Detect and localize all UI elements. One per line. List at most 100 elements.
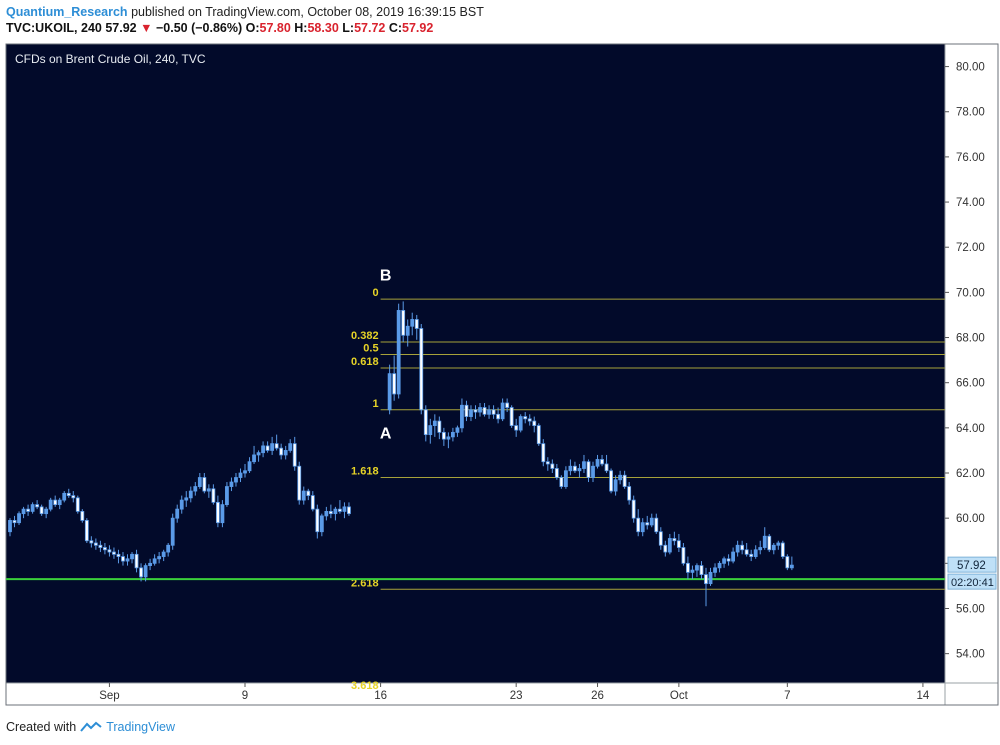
candle-body xyxy=(464,404,469,417)
candle-body xyxy=(139,567,143,578)
low-label: L: xyxy=(342,21,355,35)
candle-body xyxy=(618,474,623,481)
candle-body xyxy=(441,431,446,440)
candle-body xyxy=(211,488,216,503)
candle-body xyxy=(550,463,555,469)
candle-body xyxy=(279,447,284,456)
x-tick-label: 16 xyxy=(374,690,387,702)
close-value: 57.92 xyxy=(402,21,434,35)
fib-point-label: A xyxy=(380,425,392,442)
candle-body xyxy=(401,310,406,336)
down-arrow-icon: ▼ xyxy=(140,21,153,35)
candle-body xyxy=(518,416,523,431)
candle-body xyxy=(753,549,758,557)
candle-body xyxy=(776,542,781,546)
candle-body xyxy=(473,409,478,413)
candle-body xyxy=(306,490,311,496)
high-label: H: xyxy=(294,21,308,35)
candle-body xyxy=(482,407,487,415)
fib-level-label: 0 xyxy=(372,287,378,299)
countdown-badge xyxy=(947,573,997,590)
candle-body xyxy=(532,420,537,426)
candle-body xyxy=(392,373,397,395)
last-price-text: 57.92 xyxy=(957,560,986,572)
candle-body xyxy=(12,520,17,524)
x-tick-label: 14 xyxy=(917,690,930,702)
candle-body xyxy=(342,506,347,512)
candle-body xyxy=(690,569,695,573)
author-link[interactable]: Quantium_Research xyxy=(6,5,128,19)
candle-body xyxy=(347,506,351,515)
candle-body xyxy=(152,558,157,564)
candle-body xyxy=(333,508,338,515)
candle-body xyxy=(582,461,586,469)
candle-body xyxy=(410,319,415,327)
publish-info: Quantium_Research published on TradingVi… xyxy=(6,5,484,19)
y-tick-label: 70.00 xyxy=(956,287,985,299)
candle-body xyxy=(749,553,754,557)
candle-body xyxy=(735,544,740,553)
candle-body xyxy=(274,443,279,449)
y-tick-label: 60.00 xyxy=(956,513,985,525)
candle-body xyxy=(112,551,116,555)
candle-body xyxy=(215,501,220,524)
candle-body xyxy=(310,495,315,510)
x-tick-label: 23 xyxy=(510,690,523,702)
candle-body xyxy=(600,459,604,465)
candle-body xyxy=(586,461,591,478)
tradingview-brand-link[interactable]: TradingView xyxy=(106,720,175,734)
candle-body xyxy=(57,499,62,506)
candle-body xyxy=(328,510,333,515)
candle-body xyxy=(419,328,424,411)
candle-body xyxy=(595,459,600,467)
candle-body xyxy=(432,420,437,426)
candle-body xyxy=(762,535,767,548)
candle-body xyxy=(143,565,148,578)
candle-body xyxy=(148,562,153,566)
candle-body xyxy=(75,497,80,512)
symbol-label: TVC:UKOIL, 240 xyxy=(6,21,102,35)
candle-body xyxy=(121,556,125,562)
candle-body xyxy=(559,477,564,487)
candle-body xyxy=(297,465,302,501)
y-tick-label: 54.00 xyxy=(956,649,985,661)
candle-body xyxy=(301,490,306,501)
tradingview-logo-icon xyxy=(80,721,102,732)
candle-body xyxy=(166,544,171,553)
candle-body xyxy=(220,504,225,524)
chart-title: CFDs on Brent Crude Oil, 240, TVC xyxy=(15,52,206,66)
candle-body xyxy=(591,465,595,478)
candle-body xyxy=(134,553,139,569)
high-value: 58.30 xyxy=(307,21,339,35)
candle-body xyxy=(157,556,162,560)
candle-body xyxy=(658,531,663,546)
candle-body xyxy=(130,553,134,560)
created-with-text: Created with xyxy=(6,720,77,734)
candle-body xyxy=(202,477,207,492)
candle-body xyxy=(414,319,419,329)
candle-body xyxy=(292,443,297,467)
x-tick-label: Oct xyxy=(670,690,689,702)
candle-body xyxy=(681,547,686,564)
candle-body xyxy=(98,544,103,548)
open-value: 57.80 xyxy=(259,21,291,35)
candle-body xyxy=(667,538,672,553)
candle-body xyxy=(261,445,265,454)
candle-body xyxy=(649,517,654,526)
candle-body xyxy=(319,515,324,533)
candle-body xyxy=(455,427,460,433)
candle-body xyxy=(446,436,451,440)
candle-body xyxy=(460,404,464,429)
candle-body xyxy=(496,413,500,420)
candle-body xyxy=(695,565,699,571)
candle-body xyxy=(193,486,198,492)
candle-body xyxy=(26,508,30,512)
fib-level-label: 0.5 xyxy=(363,342,378,354)
candle-body xyxy=(396,310,401,395)
fib-level-label: 1.618 xyxy=(351,466,379,478)
candle-body xyxy=(536,425,541,445)
candle-body xyxy=(30,504,35,512)
candle-body xyxy=(188,490,193,499)
time-axis-pane xyxy=(5,682,946,706)
